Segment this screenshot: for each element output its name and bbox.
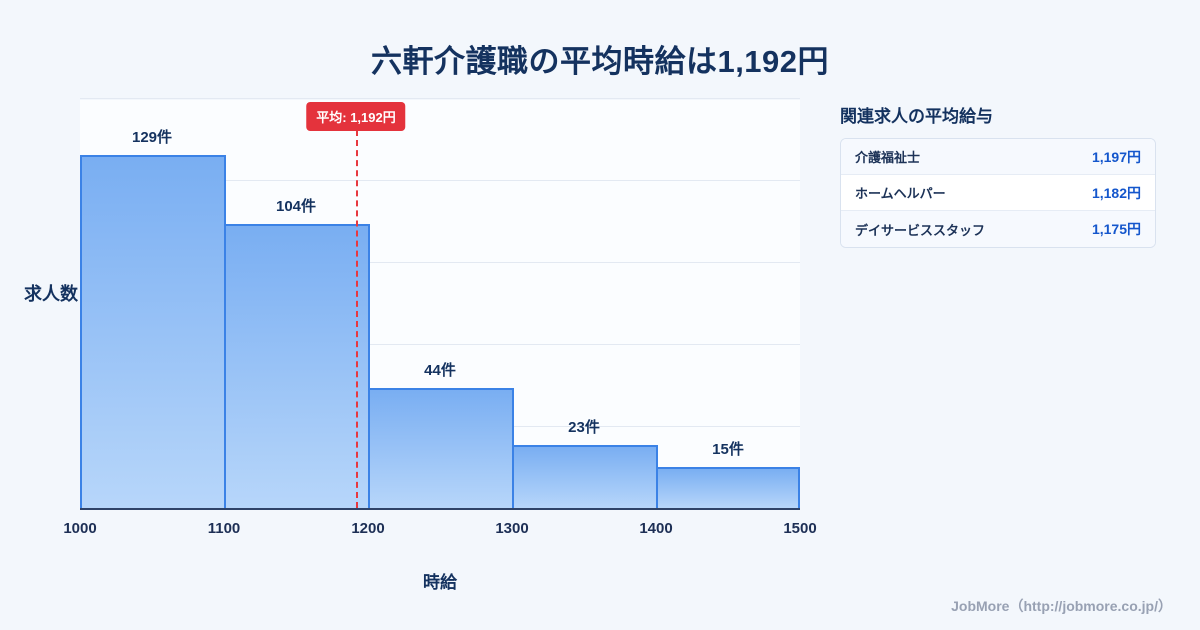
x-tick-label: 1200 (351, 520, 385, 537)
average-badge: 平均: 1,192円 (306, 102, 406, 131)
bar-count-label: 129件 (131, 129, 173, 146)
gridline (80, 98, 800, 99)
side-panel-heading: 関連求人の平均給与 (840, 107, 993, 126)
y-axis-label: 求人数 (24, 284, 78, 304)
job-title-label: デイサービススタッフ (855, 222, 986, 238)
footer-credit: JobMore（http://jobmore.co.jp/） (951, 598, 1172, 614)
bar-count-label: 104件 (275, 198, 317, 215)
plot-area: 平均: 1,192円 129件 104件 44件 23件 15件 (80, 98, 800, 510)
related-salary-card: 介護福祉士 1,197円ホームヘルパー 1,182円デイサービススタッフ 1,175円 (840, 138, 1156, 248)
salary-value: 1,182円 (1091, 184, 1141, 201)
job-title-label: ホームヘルパー (855, 186, 946, 201)
x-axis-ticks: 1000 1100 1200 1300 1400 1500 (63, 520, 816, 540)
gridline (80, 344, 800, 345)
salary-value: 1,197円 (1091, 148, 1141, 165)
salary-row: ホームヘルパー 1,182円 (841, 175, 1155, 211)
salary-value: 1,175円 (1091, 221, 1141, 237)
histogram-bar (512, 445, 658, 508)
salary-row: 介護福祉士 1,197円 (841, 139, 1155, 175)
page-title: 六軒介護職の平均時給は1,192円 (370, 44, 830, 79)
gridline (80, 262, 800, 263)
bar-count-label: 15件 (712, 441, 744, 458)
gridline (80, 180, 800, 181)
histogram-bar (368, 388, 514, 508)
bar-count-label: 23件 (568, 419, 600, 436)
x-tick-label: 1400 (639, 520, 673, 537)
bar-count-label: 44件 (424, 362, 456, 379)
x-tick-label: 1300 (495, 520, 529, 537)
x-tick-label: 1000 (63, 520, 97, 537)
histogram-bar (656, 467, 800, 508)
salary-row: デイサービススタッフ 1,175円 (841, 211, 1155, 247)
job-title-label: 介護福祉士 (855, 150, 921, 165)
average-line (356, 130, 358, 508)
histogram-bar (80, 155, 226, 508)
x-tick-label: 1500 (783, 520, 817, 537)
x-tick-label: 1100 (207, 520, 241, 537)
x-axis-label: 時給 (423, 573, 457, 592)
histogram-bar (224, 224, 370, 508)
